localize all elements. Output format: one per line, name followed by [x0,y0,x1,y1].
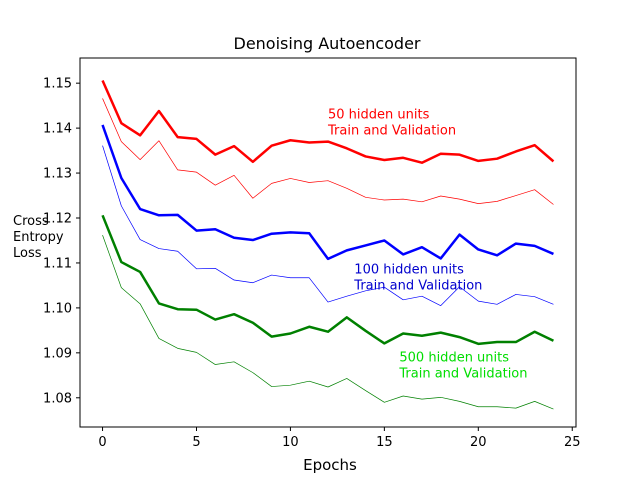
chart-title: Denoising Autoencoder [234,34,421,53]
x-axis-label: Epochs [303,456,357,474]
x-tick-label: 0 [98,435,106,450]
x-tick-label: 5 [192,435,200,450]
annotation-text: 500 hidden units [399,350,509,365]
annotation-text: 50 hidden units [328,108,430,123]
y-tick-label: 1.13 [43,167,72,182]
y-tick-label: 1.10 [43,301,72,316]
x-tick-label: 25 [564,435,581,450]
annotation-text: Train and Validation [398,366,527,381]
series-line-500-train [101,214,554,346]
x-tick-label: 20 [470,435,487,450]
y-tick-label: 1.09 [43,346,72,361]
y-axis: 1.08 1.09 1.10 1.11 1.12 1.13 1.14 1.15 [43,77,80,406]
annotation-text: 100 hidden units [354,262,464,277]
x-tick-label: 15 [376,435,393,450]
plot-frame [79,57,577,428]
y-tick-label: 1.12 [43,212,72,227]
plot-lines [101,79,555,410]
series-line-50-validation [102,98,554,205]
x-tick-label: 10 [282,435,299,450]
x-axis: 0 5 10 15 20 25 [98,427,581,450]
y-axis-label-line: Loss [13,246,42,261]
series-line-50-train [101,79,555,164]
series-line-100-validation [102,145,554,306]
annotation-text: Train and Validation [327,124,456,139]
annotation-text: Train and Validation [353,278,482,293]
series-line-100-train [101,124,554,261]
y-axis-label-line: Cross [13,214,49,229]
series-line-500-validation [102,234,554,410]
y-tick-label: 1.15 [43,77,72,92]
y-tick-label: 1.11 [43,256,72,271]
y-axis-label-line: Entropy [13,230,64,245]
y-tick-label: 1.14 [43,122,72,137]
y-tick-label: 1.08 [43,391,72,406]
